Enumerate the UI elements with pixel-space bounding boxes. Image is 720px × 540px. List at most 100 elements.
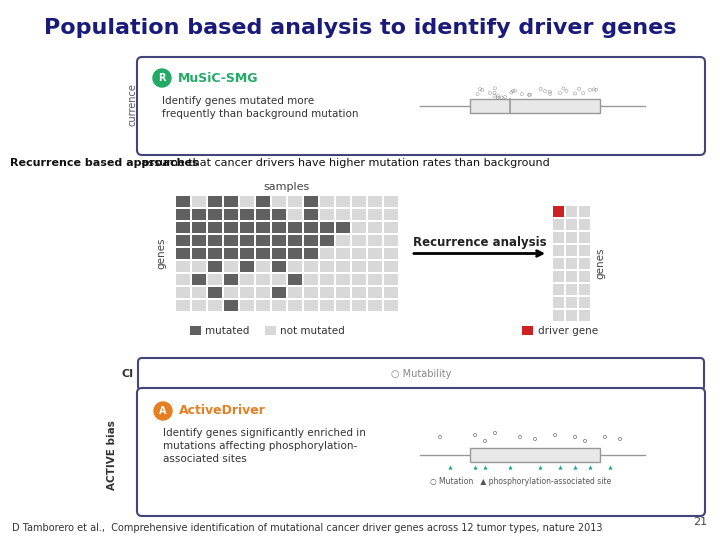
Bar [192, 248, 206, 259]
Bar [224, 196, 238, 207]
Bar [224, 261, 238, 272]
Text: mutated: mutated [205, 326, 249, 335]
Bar [240, 196, 254, 207]
FancyBboxPatch shape [137, 57, 705, 155]
Bar [304, 261, 318, 272]
Bar [192, 261, 206, 272]
Bar [288, 196, 302, 207]
Bar [304, 235, 318, 246]
Text: not mutated: not mutated [280, 326, 345, 335]
Bar [192, 287, 206, 298]
Bar [352, 261, 366, 272]
Bar [288, 261, 302, 272]
Bar [579, 245, 590, 256]
Point [469, 463, 481, 471]
Bar [208, 248, 222, 259]
Point [496, 93, 508, 102]
Point [590, 85, 602, 94]
Bar [320, 274, 334, 285]
Point [477, 86, 488, 94]
Point [535, 85, 546, 93]
Bar [256, 196, 270, 207]
Point [529, 435, 541, 443]
Point [504, 463, 516, 471]
Point [604, 463, 616, 471]
Point [570, 463, 581, 471]
Bar [320, 222, 334, 233]
Bar [288, 209, 302, 220]
Bar [288, 235, 302, 246]
Bar [240, 235, 254, 246]
Bar [352, 300, 366, 311]
Bar [272, 209, 286, 220]
Bar [336, 209, 350, 220]
Bar [288, 222, 302, 233]
Bar [304, 196, 318, 207]
Text: MuSiC-SMG: MuSiC-SMG [178, 71, 258, 84]
Bar [272, 261, 286, 272]
Point [573, 84, 585, 93]
FancyBboxPatch shape [137, 388, 705, 516]
Bar [192, 274, 206, 285]
Text: 21: 21 [693, 517, 707, 527]
Bar [224, 209, 238, 220]
Point [570, 433, 581, 441]
Bar [224, 274, 238, 285]
Bar [566, 232, 577, 243]
Text: R: R [158, 73, 166, 83]
Bar [176, 235, 190, 246]
Bar [352, 209, 366, 220]
Text: Identify genes mutated more
frequently than background mutation: Identify genes mutated more frequently t… [162, 96, 359, 119]
Bar [384, 209, 398, 220]
Text: CI: CI [122, 369, 134, 379]
Bar [566, 297, 577, 308]
Bar [240, 261, 254, 272]
Text: ○ Mutability: ○ Mutability [391, 369, 451, 379]
Bar [208, 209, 222, 220]
Circle shape [154, 402, 172, 420]
Bar [192, 196, 206, 207]
Bar [384, 287, 398, 298]
Bar [368, 222, 382, 233]
Point [577, 89, 589, 97]
Bar [352, 248, 366, 259]
Point [444, 463, 456, 471]
Point [490, 84, 501, 93]
Bar [470, 448, 600, 462]
Bar [336, 248, 350, 259]
Bar [553, 245, 564, 256]
Bar [352, 287, 366, 298]
Text: Recurrence based approaches: Recurrence based approaches [10, 158, 199, 168]
Point [584, 85, 595, 94]
Bar [208, 274, 222, 285]
Text: A: A [159, 406, 167, 416]
Bar [320, 235, 334, 246]
Point [523, 91, 535, 99]
Bar [579, 271, 590, 282]
Text: genes: genes [595, 248, 605, 279]
Bar [368, 300, 382, 311]
Bar [384, 235, 398, 246]
Bar [566, 245, 577, 256]
Bar [368, 235, 382, 246]
Bar [553, 232, 564, 243]
Point [492, 93, 503, 102]
Bar [566, 258, 577, 269]
Bar [272, 222, 286, 233]
Text: genes: genes [156, 238, 166, 269]
Point [490, 429, 501, 437]
Bar [336, 222, 350, 233]
Bar [368, 274, 382, 285]
Bar [240, 222, 254, 233]
Point [554, 89, 566, 98]
Bar [368, 209, 382, 220]
Bar [579, 284, 590, 295]
Bar [208, 222, 222, 233]
Bar [224, 248, 238, 259]
Bar [368, 287, 382, 298]
Bar [320, 209, 334, 220]
Point [614, 435, 626, 443]
Bar [256, 300, 270, 311]
Bar [384, 261, 398, 272]
Bar [384, 248, 398, 259]
